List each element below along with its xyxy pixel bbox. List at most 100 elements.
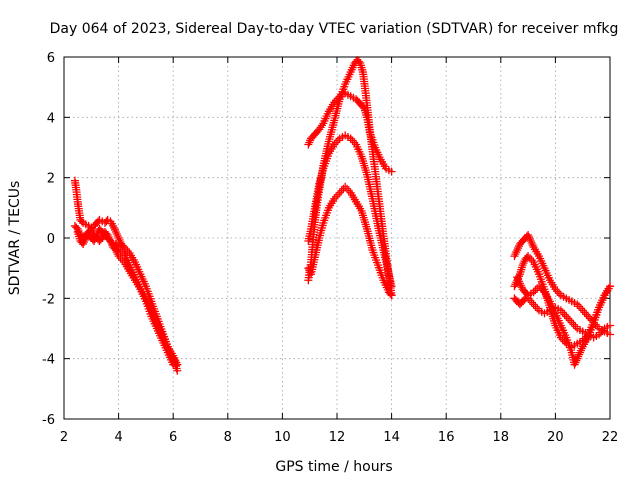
data-point: [169, 360, 178, 369]
data-series: [70, 56, 614, 375]
data-point: [514, 275, 523, 284]
data-point: [580, 308, 589, 317]
data-point: [344, 186, 353, 195]
data-point: [116, 245, 125, 254]
series-pass-11: [513, 273, 614, 369]
data-point: [90, 235, 99, 244]
x-tick-label: 16: [438, 430, 455, 445]
data-point: [606, 282, 614, 291]
data-point: [575, 302, 584, 311]
data-point: [598, 326, 607, 335]
data-point: [118, 247, 127, 256]
data-point: [575, 348, 584, 357]
data-point: [346, 134, 355, 143]
data-point: [387, 282, 396, 291]
y-tick-label: -4: [42, 353, 55, 368]
data-point: [77, 217, 86, 226]
data-point: [92, 230, 101, 239]
x-tick-label: 12: [329, 430, 346, 445]
data-point: [387, 291, 396, 300]
data-point: [350, 138, 359, 147]
data-point: [565, 316, 574, 325]
data-point: [571, 322, 580, 331]
data-point: [576, 304, 585, 313]
data-point: [113, 231, 122, 240]
data-point: [529, 300, 538, 309]
data-point: [510, 282, 519, 291]
data-point: [525, 296, 534, 305]
data-point: [513, 246, 522, 255]
x-tick-label: 14: [383, 430, 400, 445]
x-axis-label: GPS time / hours: [275, 459, 392, 475]
data-point: [595, 330, 604, 339]
y-tick-label: 0: [47, 232, 55, 247]
data-point: [560, 310, 569, 319]
data-point: [110, 225, 119, 234]
data-point: [511, 250, 520, 259]
data-point: [115, 236, 124, 245]
data-point: [584, 312, 593, 321]
data-point: [536, 284, 545, 293]
data-point: [606, 321, 614, 330]
data-point: [330, 194, 339, 203]
data-point: [578, 306, 587, 315]
data-point: [316, 123, 325, 132]
data-point: [111, 227, 120, 236]
data-point: [515, 279, 524, 288]
series-pass-3: [73, 224, 178, 369]
data-point: [114, 243, 123, 252]
x-tick-label: 20: [547, 430, 564, 445]
data-point: [535, 282, 544, 291]
data-point: [519, 259, 528, 268]
data-point: [527, 298, 536, 307]
data-point: [596, 328, 605, 337]
data-point: [574, 352, 583, 361]
data-point: [526, 237, 535, 246]
data-point: [582, 310, 591, 319]
data-point: [571, 358, 580, 367]
data-point: [564, 314, 573, 323]
data-point: [525, 235, 534, 244]
data-point: [333, 136, 342, 145]
data-point: [315, 125, 324, 134]
data-point: [553, 287, 562, 296]
data-point: [305, 138, 314, 147]
y-tick-label: 4: [47, 111, 55, 126]
x-tick-label: 6: [169, 430, 177, 445]
data-point: [593, 322, 602, 331]
data-point: [529, 288, 538, 297]
data-point: [531, 302, 540, 311]
data-point: [332, 192, 341, 201]
data-point: [79, 240, 88, 249]
data-point: [551, 285, 560, 294]
series-pass-10: [510, 294, 614, 342]
data-point: [528, 241, 537, 250]
x-tick-label: 18: [493, 430, 510, 445]
data-point: [330, 98, 339, 107]
series-pass-6: [304, 131, 396, 291]
data-point: [304, 140, 313, 149]
data-point: [577, 344, 586, 353]
data-point: [386, 289, 395, 298]
series-pass-4: [304, 89, 396, 176]
series-pass-5: [304, 56, 396, 300]
data-point: [525, 254, 534, 263]
y-tick-label: -6: [42, 413, 55, 428]
data-point: [572, 356, 581, 365]
data-point: [527, 256, 536, 265]
data-point: [555, 289, 564, 298]
data-point: [573, 300, 582, 309]
data-point: [112, 229, 121, 238]
data-point: [333, 190, 342, 199]
series-pass-8: [510, 230, 614, 339]
y-axis-label: SDTVAR / TECUs: [7, 181, 23, 296]
data-point: [533, 304, 542, 313]
series-pass-7: [304, 182, 396, 300]
y-tick-label: 2: [47, 172, 55, 187]
data-point: [330, 140, 339, 149]
data-point: [606, 330, 614, 339]
axis-ticks: 2 4 6 8 10 12 14 16 18 20 22 -6 -4 -2 0 2 4 6: [42, 51, 618, 445]
x-tick-label: 2: [60, 430, 68, 445]
data-point: [531, 286, 540, 295]
